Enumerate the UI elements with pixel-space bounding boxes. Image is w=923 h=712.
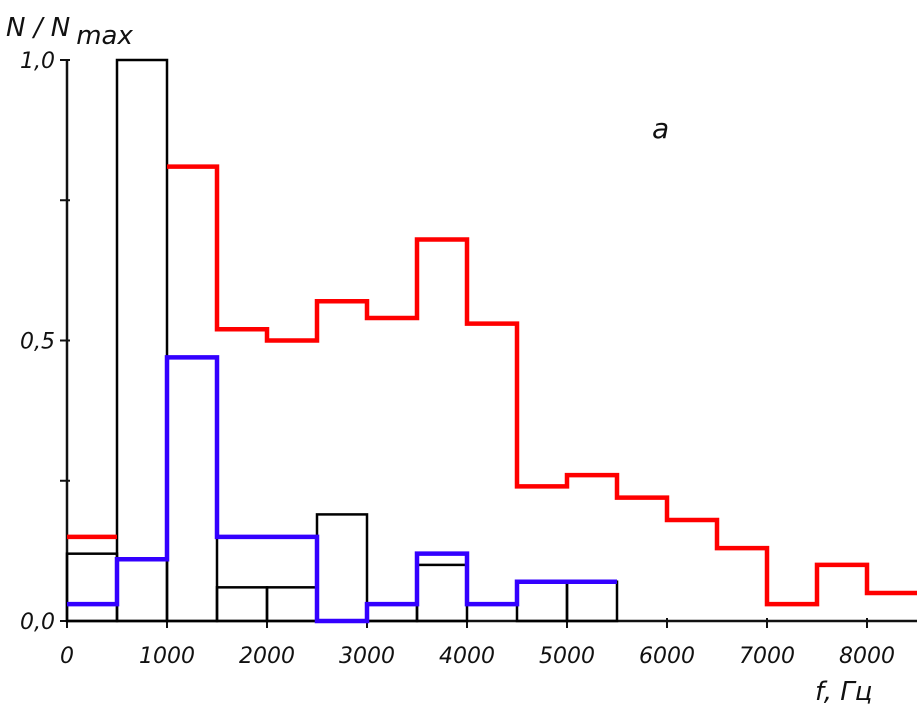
x-axis-label: f, Гц	[815, 677, 872, 707]
series-0-bar	[115, 58, 169, 623]
x-tick-label: 0	[60, 644, 74, 669]
series-2	[67, 355, 617, 624]
series-0	[65, 58, 619, 623]
series-1-line	[67, 164, 917, 607]
series-0-bar	[65, 552, 119, 623]
y-axis-label-main: N / N	[6, 13, 70, 43]
series-layer	[65, 58, 917, 624]
series-0-bar	[165, 356, 219, 623]
series-0-bar	[315, 513, 369, 623]
series-0-bar	[215, 586, 269, 623]
x-tick-label: 8000	[839, 644, 895, 669]
panel-label: a	[652, 112, 669, 145]
y-tick-label: 1,0	[20, 49, 55, 74]
y-axis-label-sub: max	[76, 21, 133, 51]
x-tick-label: 6000	[639, 644, 695, 669]
series-0-bar	[515, 580, 569, 623]
x-tick-label: 1000	[139, 644, 195, 669]
x-tick-label: 3000	[339, 644, 395, 669]
y-tick-label: 0,5	[20, 330, 55, 355]
x-tick-label: 5000	[539, 644, 595, 669]
series-1	[67, 164, 917, 607]
series-0-bar	[365, 602, 419, 623]
series-0-bar	[415, 563, 469, 623]
y-tick-label: 0,0	[20, 610, 55, 635]
series-2-line	[67, 355, 617, 624]
series-0-bar	[565, 580, 619, 623]
x-tick-label: 2000	[239, 644, 295, 669]
series-0-bar	[265, 586, 319, 623]
x-tick-label: 4000	[439, 644, 495, 669]
x-tick-label: 7000	[739, 644, 795, 669]
